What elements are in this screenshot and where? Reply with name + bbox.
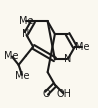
Text: O: O <box>42 89 50 99</box>
Text: N: N <box>64 54 71 64</box>
Text: OH: OH <box>56 89 71 99</box>
Text: Me: Me <box>4 51 19 61</box>
Text: Me: Me <box>75 42 89 52</box>
Text: N: N <box>22 29 30 39</box>
Text: Me: Me <box>15 71 29 81</box>
Text: Me: Me <box>19 16 33 26</box>
